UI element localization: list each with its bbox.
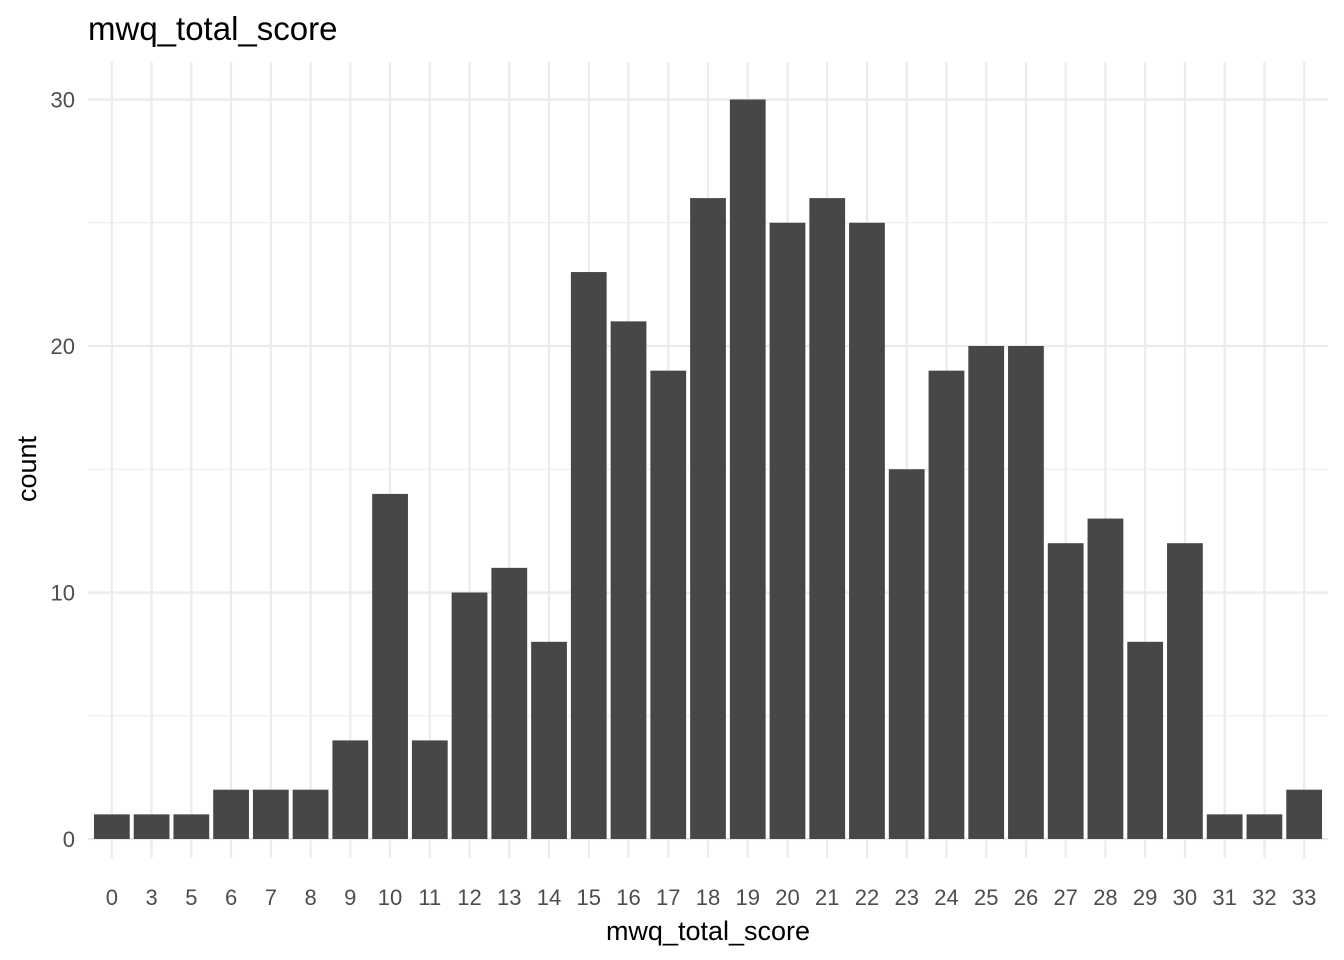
x-tick-label: 6 <box>225 885 237 910</box>
x-tick-label: 15 <box>577 885 601 910</box>
x-tick-label: 5 <box>185 885 197 910</box>
bar-16 <box>610 321 647 840</box>
x-tick-label: 10 <box>378 885 402 910</box>
bar-7 <box>252 789 289 839</box>
bar-0 <box>93 814 130 839</box>
y-axis-ticks: 0 10 20 30 <box>51 88 75 853</box>
bar-30 <box>1167 543 1203 839</box>
bar-31 <box>1206 814 1243 839</box>
x-tick-label: 30 <box>1173 885 1197 910</box>
bar-8 <box>292 789 329 839</box>
bar-13 <box>491 567 528 839</box>
x-tick-label: 7 <box>265 885 277 910</box>
x-tick-label: 33 <box>1292 885 1316 910</box>
bar-9 <box>332 740 369 839</box>
x-tick-label: 8 <box>304 885 316 910</box>
bar-5 <box>173 814 210 839</box>
bar-6 <box>213 789 249 839</box>
y-tick-label: 0 <box>63 827 75 852</box>
bar-28 <box>1087 518 1124 839</box>
bar-17 <box>650 370 687 839</box>
x-tick-label: 9 <box>344 885 356 910</box>
x-tick-label: 31 <box>1212 885 1236 910</box>
bar-21 <box>809 198 846 840</box>
x-tick-label: 28 <box>1093 885 1117 910</box>
x-tick-label: 12 <box>457 885 481 910</box>
x-tick-label: 19 <box>736 885 760 910</box>
bar-24 <box>928 370 965 839</box>
bar-14 <box>531 641 567 839</box>
x-tick-label: 14 <box>537 885 561 910</box>
x-tick-label: 16 <box>616 885 640 910</box>
y-axis-title: count <box>12 435 42 502</box>
bars <box>93 99 1323 840</box>
bar-26 <box>1008 346 1044 839</box>
chart-title: mwq_total_score <box>88 10 337 47</box>
y-tick-label: 10 <box>51 581 75 606</box>
x-tick-label: 26 <box>1014 885 1038 910</box>
x-tick-label: 17 <box>656 885 680 910</box>
x-tick-label: 3 <box>145 885 157 910</box>
x-axis-ticks: 0 3 5 6 7 8 9 10 11 12 13 14 15 16 17 18 19 20 21 22 23 24 25 2… <box>106 885 1317 910</box>
x-tick-label: 22 <box>855 885 879 910</box>
x-tick-label: 23 <box>894 885 918 910</box>
bar-18 <box>690 198 726 840</box>
x-tick-label: 0 <box>106 885 118 910</box>
x-tick-label: 29 <box>1133 885 1157 910</box>
x-tick-label: 25 <box>974 885 998 910</box>
y-tick-label: 30 <box>51 88 75 113</box>
x-tick-label: 24 <box>934 885 958 910</box>
bar-12 <box>451 592 488 839</box>
bar-20 <box>769 222 806 839</box>
x-tick-label: 18 <box>696 885 720 910</box>
x-tick-label: 32 <box>1252 885 1276 910</box>
x-tick-label: 13 <box>497 885 521 910</box>
bar-10 <box>372 493 408 839</box>
x-axis-title: mwq_total_score <box>606 916 810 946</box>
bar-29 <box>1127 641 1164 839</box>
bar-33 <box>1286 789 1323 839</box>
bar-3 <box>133 814 170 839</box>
bar-11 <box>411 740 448 839</box>
x-tick-label: 21 <box>815 885 839 910</box>
bar-27 <box>1047 543 1084 839</box>
bar-32 <box>1246 814 1283 839</box>
x-tick-label: 27 <box>1053 885 1077 910</box>
x-tick-label: 20 <box>775 885 799 910</box>
x-tick-label: 11 <box>418 885 441 910</box>
y-tick-label: 20 <box>51 334 75 359</box>
bar-19 <box>729 99 766 839</box>
bar-25 <box>968 346 1005 839</box>
bar-22 <box>849 222 885 839</box>
bar-15 <box>570 272 607 839</box>
bar-23 <box>888 469 925 839</box>
